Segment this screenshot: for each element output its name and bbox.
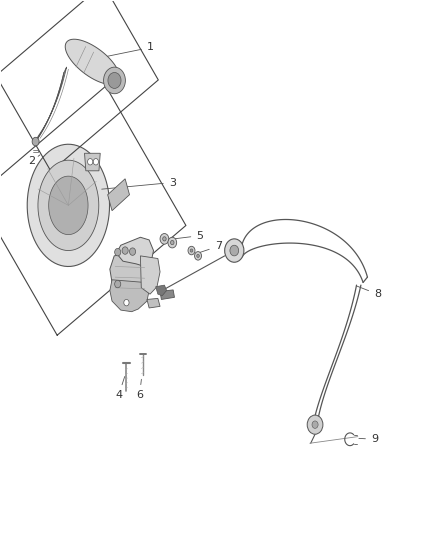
Polygon shape: [147, 298, 160, 308]
Polygon shape: [108, 179, 130, 211]
Circle shape: [103, 67, 125, 94]
Circle shape: [162, 237, 166, 241]
Circle shape: [225, 239, 244, 262]
Circle shape: [312, 421, 318, 429]
Text: 3: 3: [102, 177, 176, 189]
Circle shape: [197, 254, 199, 257]
Circle shape: [160, 233, 169, 244]
Circle shape: [108, 72, 121, 88]
Circle shape: [115, 280, 121, 288]
Polygon shape: [110, 251, 151, 298]
Circle shape: [88, 159, 93, 165]
Circle shape: [93, 159, 99, 165]
Circle shape: [130, 248, 136, 255]
Circle shape: [115, 248, 121, 256]
Text: 5: 5: [168, 231, 203, 241]
Polygon shape: [85, 154, 100, 171]
Text: 4: 4: [115, 376, 125, 400]
Polygon shape: [27, 144, 110, 266]
Text: 2: 2: [28, 155, 40, 166]
Circle shape: [188, 246, 195, 255]
Polygon shape: [65, 39, 120, 84]
Polygon shape: [160, 290, 174, 300]
Polygon shape: [110, 280, 149, 312]
Circle shape: [230, 245, 239, 256]
Circle shape: [307, 415, 323, 434]
Text: 6: 6: [136, 379, 143, 400]
Circle shape: [168, 237, 177, 248]
Text: 7: 7: [195, 241, 222, 254]
Circle shape: [124, 300, 129, 306]
Polygon shape: [155, 285, 166, 296]
Polygon shape: [38, 160, 99, 251]
Text: 9: 9: [359, 434, 378, 445]
Circle shape: [194, 252, 201, 260]
Text: 8: 8: [357, 286, 381, 299]
Circle shape: [190, 249, 193, 252]
Circle shape: [122, 247, 128, 254]
Polygon shape: [49, 176, 88, 235]
Circle shape: [32, 138, 39, 146]
Circle shape: [170, 240, 174, 245]
Polygon shape: [141, 256, 160, 294]
Polygon shape: [35, 67, 67, 142]
Polygon shape: [117, 237, 153, 266]
Text: 1: 1: [91, 43, 154, 60]
